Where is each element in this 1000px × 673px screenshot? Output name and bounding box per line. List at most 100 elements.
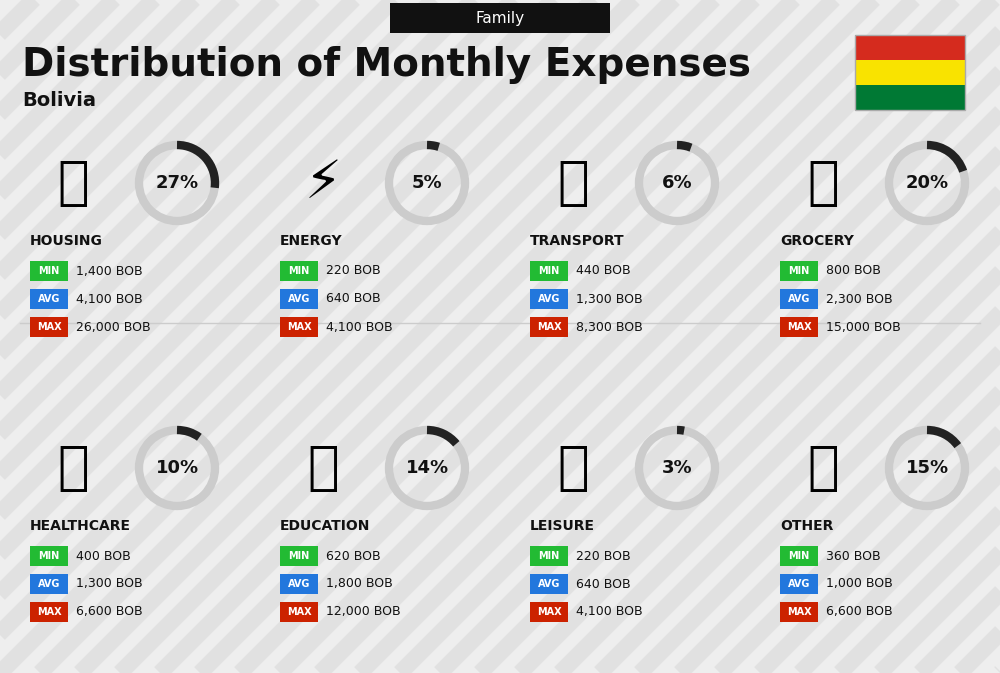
Text: MAX: MAX [537, 322, 561, 332]
Text: 🏢: 🏢 [57, 157, 89, 209]
Text: 8,300 BOB: 8,300 BOB [576, 320, 643, 334]
Text: MAX: MAX [787, 322, 811, 332]
Text: Distribution of Monthly Expenses: Distribution of Monthly Expenses [22, 46, 751, 84]
FancyBboxPatch shape [280, 602, 318, 622]
Text: 640 BOB: 640 BOB [326, 293, 381, 306]
Text: AVG: AVG [788, 294, 810, 304]
Text: 440 BOB: 440 BOB [576, 264, 631, 277]
Text: AVG: AVG [788, 579, 810, 589]
FancyBboxPatch shape [530, 546, 568, 566]
Text: 2,300 BOB: 2,300 BOB [826, 293, 893, 306]
Text: 1,800 BOB: 1,800 BOB [326, 577, 393, 590]
Text: 15%: 15% [905, 459, 949, 477]
FancyBboxPatch shape [530, 261, 568, 281]
Text: MIN: MIN [538, 551, 560, 561]
Text: 1,000 BOB: 1,000 BOB [826, 577, 893, 590]
Text: AVG: AVG [38, 579, 60, 589]
Text: 12,000 BOB: 12,000 BOB [326, 606, 401, 618]
Text: HEALTHCARE: HEALTHCARE [30, 519, 131, 533]
Text: 1,300 BOB: 1,300 BOB [576, 293, 643, 306]
FancyBboxPatch shape [780, 546, 818, 566]
Text: 15,000 BOB: 15,000 BOB [826, 320, 901, 334]
Text: MIN: MIN [288, 266, 310, 276]
FancyBboxPatch shape [390, 3, 610, 33]
Text: 10%: 10% [155, 459, 199, 477]
Text: ENERGY: ENERGY [280, 234, 343, 248]
FancyBboxPatch shape [280, 546, 318, 566]
Text: LEISURE: LEISURE [530, 519, 595, 533]
FancyBboxPatch shape [30, 574, 68, 594]
FancyBboxPatch shape [530, 574, 568, 594]
Text: EDUCATION: EDUCATION [280, 519, 370, 533]
Text: 360 BOB: 360 BOB [826, 549, 881, 563]
FancyBboxPatch shape [855, 35, 965, 60]
Text: 3%: 3% [662, 459, 692, 477]
Text: 14%: 14% [405, 459, 449, 477]
FancyBboxPatch shape [30, 261, 68, 281]
Text: MIN: MIN [288, 551, 310, 561]
FancyBboxPatch shape [780, 317, 818, 337]
Text: MAX: MAX [287, 607, 311, 617]
Text: TRANSPORT: TRANSPORT [530, 234, 625, 248]
FancyBboxPatch shape [855, 85, 965, 110]
Text: MIN: MIN [788, 551, 810, 561]
Text: MIN: MIN [788, 266, 810, 276]
Text: MAX: MAX [37, 322, 61, 332]
Text: 4,100 BOB: 4,100 BOB [76, 293, 143, 306]
FancyBboxPatch shape [30, 317, 68, 337]
FancyBboxPatch shape [280, 289, 318, 309]
FancyBboxPatch shape [30, 602, 68, 622]
Text: 🎓: 🎓 [307, 442, 339, 494]
FancyBboxPatch shape [30, 546, 68, 566]
FancyBboxPatch shape [855, 60, 965, 85]
Text: ⚡: ⚡ [304, 157, 342, 209]
Text: 🛒: 🛒 [807, 157, 839, 209]
Text: 20%: 20% [905, 174, 949, 192]
Text: 220 BOB: 220 BOB [326, 264, 381, 277]
Text: 5%: 5% [412, 174, 442, 192]
Text: MAX: MAX [787, 607, 811, 617]
Text: HOUSING: HOUSING [30, 234, 103, 248]
FancyBboxPatch shape [30, 289, 68, 309]
Text: MAX: MAX [37, 607, 61, 617]
FancyBboxPatch shape [280, 574, 318, 594]
Text: MIN: MIN [38, 551, 60, 561]
FancyBboxPatch shape [780, 574, 818, 594]
Text: 6,600 BOB: 6,600 BOB [76, 606, 143, 618]
Text: MIN: MIN [538, 266, 560, 276]
Text: AVG: AVG [288, 579, 310, 589]
Text: 💰: 💰 [807, 442, 839, 494]
Text: 6%: 6% [662, 174, 692, 192]
Text: 620 BOB: 620 BOB [326, 549, 381, 563]
Text: MAX: MAX [287, 322, 311, 332]
Text: AVG: AVG [538, 294, 560, 304]
Text: 400 BOB: 400 BOB [76, 549, 131, 563]
Text: 🩺: 🩺 [57, 442, 89, 494]
Text: AVG: AVG [38, 294, 60, 304]
Text: 800 BOB: 800 BOB [826, 264, 881, 277]
Text: 27%: 27% [155, 174, 199, 192]
Text: 6,600 BOB: 6,600 BOB [826, 606, 893, 618]
FancyBboxPatch shape [780, 261, 818, 281]
Text: 🚌: 🚌 [557, 157, 589, 209]
FancyBboxPatch shape [280, 261, 318, 281]
FancyBboxPatch shape [530, 317, 568, 337]
FancyBboxPatch shape [530, 602, 568, 622]
Text: 1,400 BOB: 1,400 BOB [76, 264, 143, 277]
Text: Family: Family [475, 11, 525, 26]
Text: 26,000 BOB: 26,000 BOB [76, 320, 151, 334]
Text: MAX: MAX [537, 607, 561, 617]
Text: 1,300 BOB: 1,300 BOB [76, 577, 143, 590]
FancyBboxPatch shape [280, 317, 318, 337]
Text: GROCERY: GROCERY [780, 234, 854, 248]
Text: AVG: AVG [538, 579, 560, 589]
FancyBboxPatch shape [780, 602, 818, 622]
Text: OTHER: OTHER [780, 519, 833, 533]
FancyBboxPatch shape [780, 289, 818, 309]
Text: 4,100 BOB: 4,100 BOB [326, 320, 393, 334]
FancyBboxPatch shape [530, 289, 568, 309]
Text: 640 BOB: 640 BOB [576, 577, 631, 590]
Text: 4,100 BOB: 4,100 BOB [576, 606, 643, 618]
Text: Bolivia: Bolivia [22, 90, 96, 110]
Text: MIN: MIN [38, 266, 60, 276]
